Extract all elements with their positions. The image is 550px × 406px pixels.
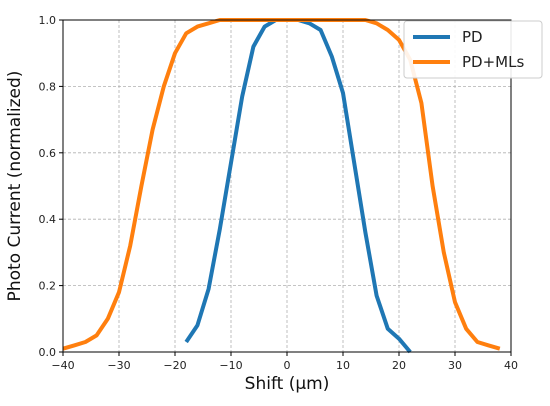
x-tick-label: −30 xyxy=(107,359,130,372)
y-axis-label: Photo Current (normalized) xyxy=(5,71,25,302)
axis-ticks: −40 −30 −20 −10 0 10 20 30 40 0.0 0.2 0.4 0.6 0.8 1.0 xyxy=(39,14,519,372)
x-axis-label: Shift (µm) xyxy=(245,374,330,394)
y-tick-label: 0.0 xyxy=(39,346,57,359)
x-tick-label: 20 xyxy=(392,359,406,372)
y-tick-label: 0.2 xyxy=(39,280,57,293)
x-tick-label: 40 xyxy=(504,359,518,372)
x-tick-label: −40 xyxy=(51,359,74,372)
x-tick-label: −20 xyxy=(163,359,186,372)
x-tick-label: 0 xyxy=(284,359,291,372)
series-line-pd xyxy=(184,18,412,354)
y-tick-label: 0.4 xyxy=(39,213,57,226)
x-tick-label: 30 xyxy=(448,359,462,372)
y-tick-label: 0.8 xyxy=(39,80,57,93)
x-tick-label: 10 xyxy=(336,359,350,372)
x-tick-label: −10 xyxy=(219,359,242,372)
y-tick-label: 1.0 xyxy=(39,14,57,27)
legend-label: PD xyxy=(462,28,483,46)
y-tick-label: 0.6 xyxy=(39,147,57,160)
legend: PD PD+MLs xyxy=(403,20,543,79)
legend-label: PD+MLs xyxy=(462,53,524,71)
